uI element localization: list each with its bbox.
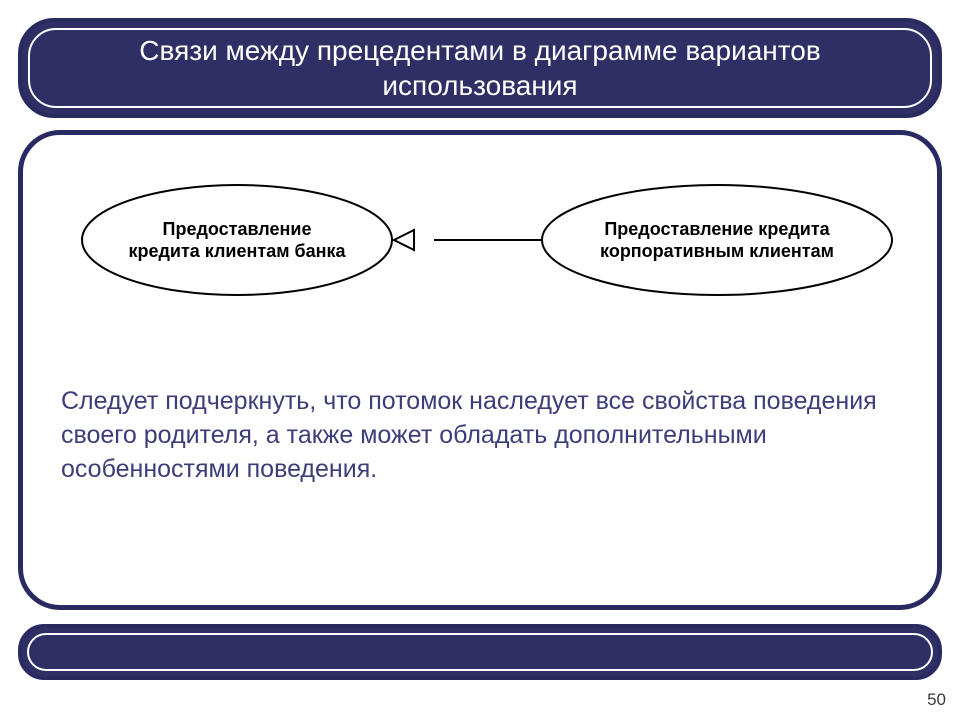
usecase-node-left-line1: Предоставление	[163, 219, 312, 239]
page-title: Связи между прецедентами в диаграмме вар…	[62, 33, 898, 103]
body-text: Следует подчеркнуть, что потомок наследу…	[57, 385, 903, 486]
usecase-node-right-line1: Предоставление кредита	[604, 219, 830, 239]
usecase-node-right	[542, 185, 892, 295]
generalization-arrowhead	[394, 230, 414, 250]
footer-panel	[18, 624, 942, 680]
header-panel: Связи между прецедентами в диаграмме вар…	[18, 18, 942, 118]
content-panel: Предоставление кредита клиентам банка Пр…	[18, 130, 942, 610]
usecase-node-left	[82, 185, 392, 295]
page-number: 50	[927, 690, 946, 710]
usecase-node-right-line2: корпоративным клиентам	[600, 241, 834, 261]
diagram-svg: Предоставление кредита клиентам банка Пр…	[57, 170, 907, 315]
usecase-diagram: Предоставление кредита клиентам банка Пр…	[57, 170, 903, 315]
usecase-node-left-line2: кредита клиентам банка	[128, 241, 346, 261]
